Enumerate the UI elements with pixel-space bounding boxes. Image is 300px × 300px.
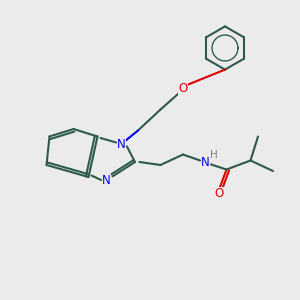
- Text: H: H: [210, 149, 218, 160]
- Text: N: N: [102, 173, 111, 187]
- Text: N: N: [201, 155, 210, 169]
- Text: O: O: [214, 187, 224, 200]
- Text: O: O: [178, 82, 188, 95]
- Text: N: N: [117, 137, 126, 151]
